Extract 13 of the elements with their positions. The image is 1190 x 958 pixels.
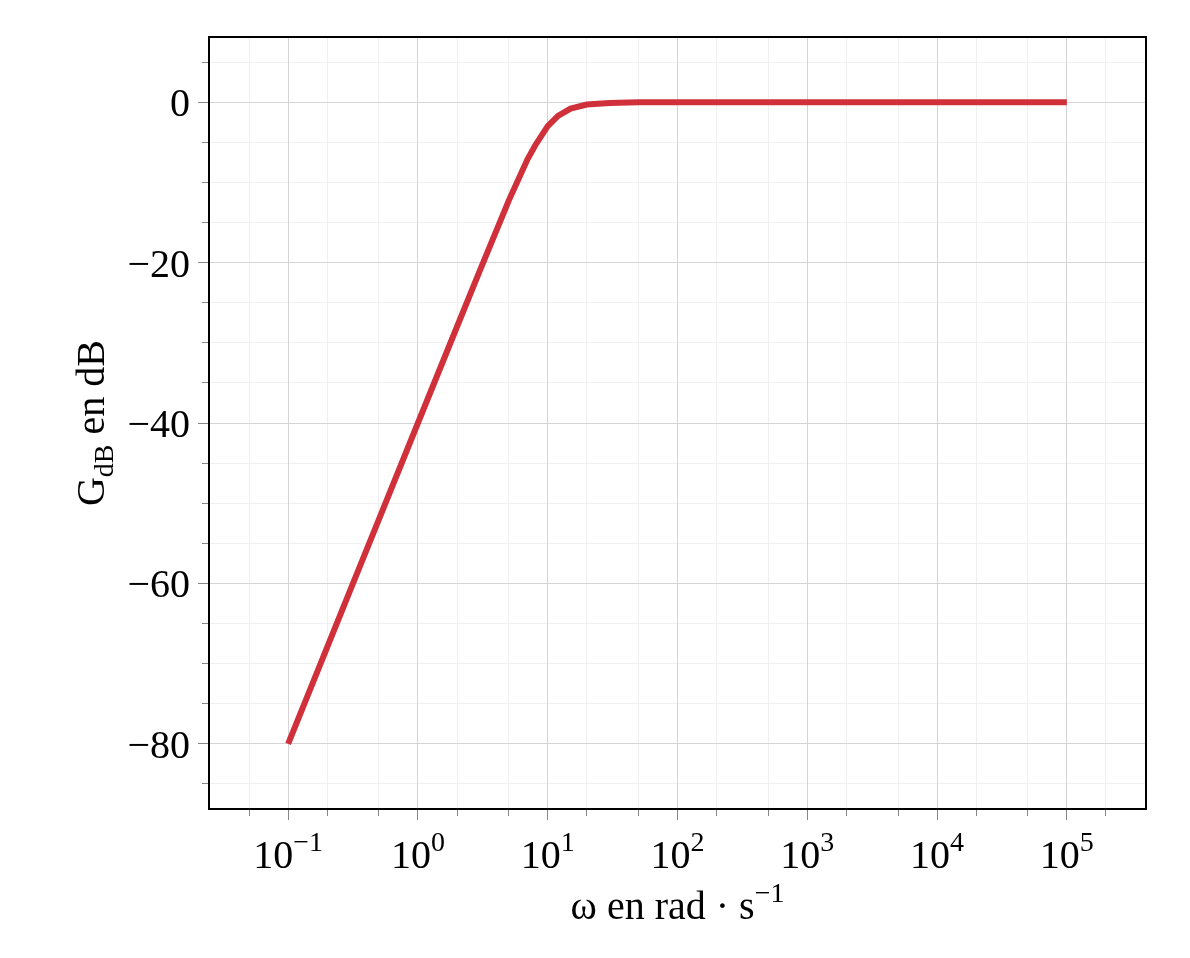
y-tick-label: −20	[127, 240, 190, 286]
x-axis-title: ω en rad · s$^{−1}$	[570, 877, 785, 928]
y-tick-label: −60	[127, 561, 190, 607]
x-tick-label: 10$^{4}$	[910, 826, 965, 877]
x-tick-label: 10$^{1}$	[520, 826, 575, 877]
x-tick-label: 10$^{5}$	[1039, 826, 1094, 877]
x-tick-label: 10$^{0}$	[390, 826, 445, 877]
y-tick-label: −80	[127, 721, 190, 767]
y-tick-label: −40	[127, 401, 190, 446]
x-tick-label: 10$^{−1}$	[253, 826, 324, 877]
x-tick-label: 10$^{3}$	[780, 826, 835, 877]
x-tick-label: 10$^{2}$	[650, 826, 705, 877]
y-tick-label: 0	[170, 80, 190, 126]
